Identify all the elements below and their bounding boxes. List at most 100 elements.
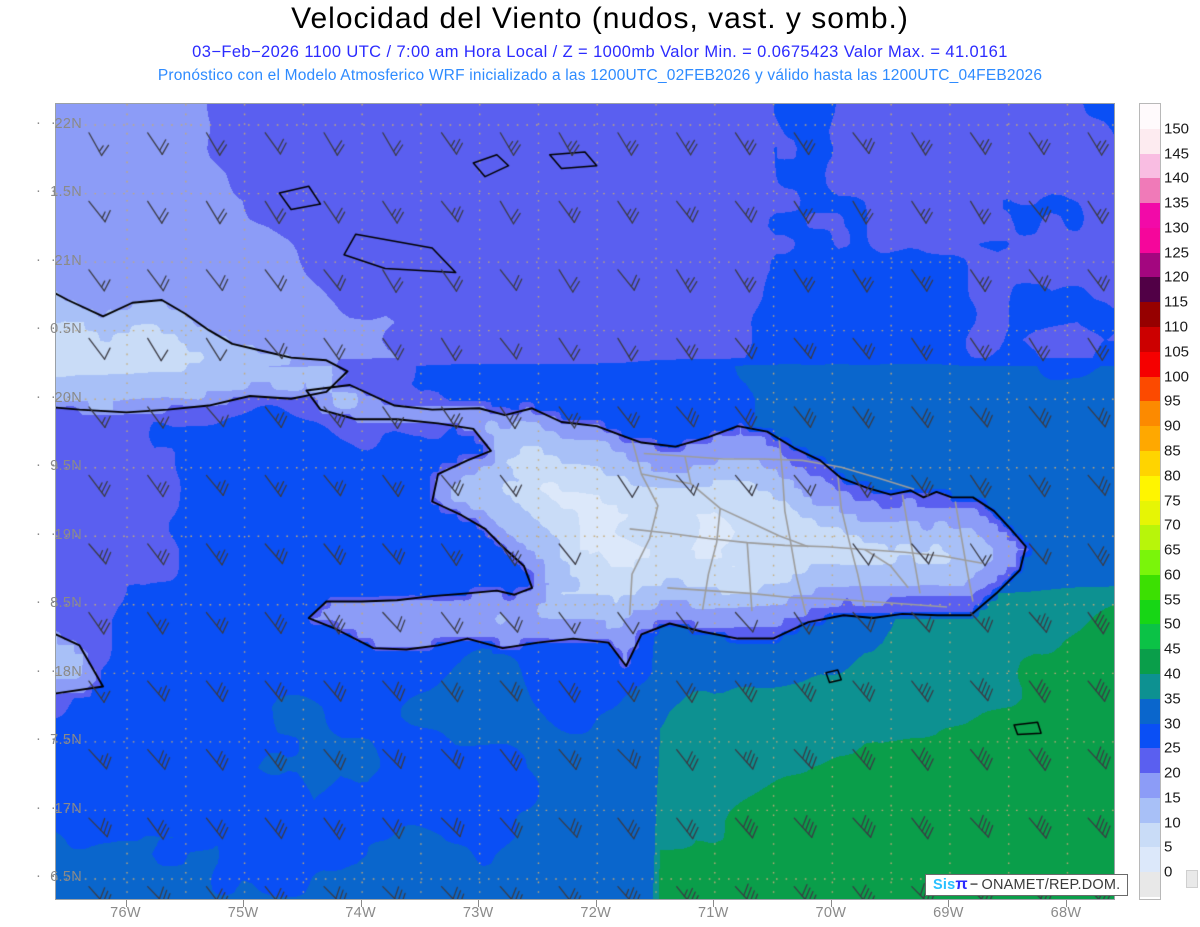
y-axis-tick-mark: · · · xyxy=(36,868,74,885)
x-axis-tick-label: 75W xyxy=(227,905,259,921)
colorbar-band xyxy=(1140,599,1160,625)
model-info-line: Pronóstico con el Modelo Atmosferico WRF… xyxy=(157,67,1043,84)
y-axis-tick-mark: · · · xyxy=(36,731,74,748)
colorbar-tick-label: 35 xyxy=(1164,690,1181,708)
y-axis-tick-mark: · · · xyxy=(36,251,74,268)
colorbar-band xyxy=(1140,872,1160,897)
y-axis-tick-label: 22N xyxy=(54,115,82,132)
colorbar-band xyxy=(1140,252,1160,278)
colorbar-band xyxy=(1140,376,1160,402)
wind-speed-map-canvas[interactable] xyxy=(56,104,1114,899)
credit-organization: ONAMET/REP.DOM. xyxy=(981,877,1121,893)
colorbar-tick-label: 5 xyxy=(1164,838,1173,856)
colorbar-tick-label: 110 xyxy=(1164,318,1188,336)
y-axis-tick-label: 17N xyxy=(54,800,82,817)
y-axis-tick-label: 19N xyxy=(54,526,82,543)
x-axis-tick-mark xyxy=(360,900,362,907)
colorbar-band xyxy=(1140,128,1160,154)
y-axis-tick-label: 1.5N xyxy=(50,184,82,201)
colorbar-tick-label: 75 xyxy=(1164,492,1181,509)
colorbar-tick-label: 150 xyxy=(1164,120,1190,138)
colorbar-tick-label: 125 xyxy=(1164,244,1190,262)
colorbar-tick-label: 145 xyxy=(1164,145,1190,163)
colorbar-band xyxy=(1140,104,1160,129)
colorbar xyxy=(1139,103,1161,900)
colorbar-tick-label: 115 xyxy=(1164,293,1188,311)
colorbar-band xyxy=(1140,401,1160,427)
x-axis-tick-label: 76W xyxy=(110,905,141,921)
colorbar-tick-label: 130 xyxy=(1164,219,1190,237)
x-axis-tick-mark xyxy=(713,900,715,907)
colorbar-tick-label: 120 xyxy=(1164,268,1190,286)
x-axis-tick-label: 72W xyxy=(580,905,612,921)
x-axis-tick-label: 68W xyxy=(1050,905,1082,921)
colorbar-tick-label: 85 xyxy=(1164,442,1181,460)
colorbar-tick-label: 0 xyxy=(1164,863,1173,881)
y-axis-tick-mark: · · · xyxy=(36,183,74,200)
colorbar-tick-label: 30 xyxy=(1164,715,1181,733)
colorbar-band xyxy=(1140,178,1160,204)
y-axis-tick-mark: · · · xyxy=(36,457,74,474)
colorbar-tick-label: 55 xyxy=(1164,591,1181,609)
colorbar-band xyxy=(1140,847,1160,873)
colorbar-band xyxy=(1140,227,1160,253)
y-axis-tick-mark: · · · xyxy=(36,114,74,131)
colorbar-tick-labels: 150 145 140 135 130 125 120 115 110 105 100 95 90 85 8… xyxy=(1164,103,1200,900)
x-axis-tick-label: 74W xyxy=(345,905,376,921)
colorbar-band xyxy=(1140,327,1160,352)
sispi-logo-text: Sis xyxy=(933,877,956,893)
colorbar-band xyxy=(1140,574,1160,600)
colorbar-tick-label: 10 xyxy=(1164,814,1181,832)
scrollbar-thumb[interactable] xyxy=(1186,870,1198,888)
colorbar-band xyxy=(1140,500,1160,526)
y-axis-tick-mark: · · · xyxy=(36,662,74,679)
colorbar-band xyxy=(1140,649,1160,674)
colorbar-band xyxy=(1140,723,1160,749)
y-axis-tick-label: 18N xyxy=(54,663,82,680)
x-axis-tick-label: 69W xyxy=(933,905,964,921)
colorbar-band xyxy=(1140,277,1160,303)
colorbar-tick-label: 65 xyxy=(1164,541,1181,559)
colorbar-band xyxy=(1140,153,1160,179)
colorbar-band xyxy=(1140,525,1160,551)
colorbar-band xyxy=(1140,773,1160,798)
colorbar-band xyxy=(1140,550,1160,575)
colorbar-tick-label: 20 xyxy=(1164,764,1181,782)
pi-icon: π xyxy=(955,876,968,893)
colorbar-tick-label: 90 xyxy=(1164,417,1181,435)
map-plot-area[interactable] xyxy=(55,103,1115,900)
x-axis-tick-label: 71W xyxy=(697,905,729,921)
colorbar-tick-label: 25 xyxy=(1164,739,1181,757)
colorbar-tick-label: 70 xyxy=(1164,516,1181,534)
y-axis-tick-mark: · · · xyxy=(36,320,74,337)
credit-separator: − xyxy=(969,877,979,893)
y-axis-tick-mark: · · · xyxy=(36,594,74,611)
figure-header: Velocidad del Viento (nudos, vast. y som… xyxy=(0,0,1200,96)
colorbar-band xyxy=(1140,673,1160,699)
forecast-metadata-line: 03−Feb−2026 1100 UTC / 7:00 am Hora Loca… xyxy=(192,43,1008,61)
x-axis-tick-mark xyxy=(1065,900,1067,907)
y-axis-tick-mark: · · · xyxy=(36,388,74,405)
y-axis-tick-mark: · · · xyxy=(36,799,74,816)
colorbar-tick-label: 80 xyxy=(1164,467,1181,485)
colorbar-tick-label: 50 xyxy=(1164,615,1181,633)
y-axis-tick-label: 0.5N xyxy=(50,321,82,338)
colorbar-band xyxy=(1140,624,1160,650)
colorbar-band xyxy=(1140,748,1160,774)
x-axis-tick-mark xyxy=(948,900,950,907)
colorbar-band xyxy=(1140,302,1160,328)
x-axis-tick-label: 70W xyxy=(815,905,847,921)
y-axis-tick-label: 20N xyxy=(54,389,82,406)
colorbar-band xyxy=(1140,351,1160,377)
colorbar-tick-label: 100 xyxy=(1164,368,1190,386)
x-axis-tick-mark xyxy=(243,900,245,907)
colorbar-band xyxy=(1140,822,1160,848)
y-axis-tick-label: 7.5N xyxy=(50,732,82,749)
colorbar-tick-label: 140 xyxy=(1164,169,1190,187)
x-axis-tick-mark xyxy=(830,900,832,907)
colorbar-band xyxy=(1140,698,1160,724)
credit-badge: Sis π − ONAMET/REP.DOM. xyxy=(925,874,1129,896)
colorbar-tick-label: 15 xyxy=(1164,789,1181,807)
colorbar-band xyxy=(1140,450,1160,476)
colorbar-tick-label: 135 xyxy=(1164,194,1190,212)
